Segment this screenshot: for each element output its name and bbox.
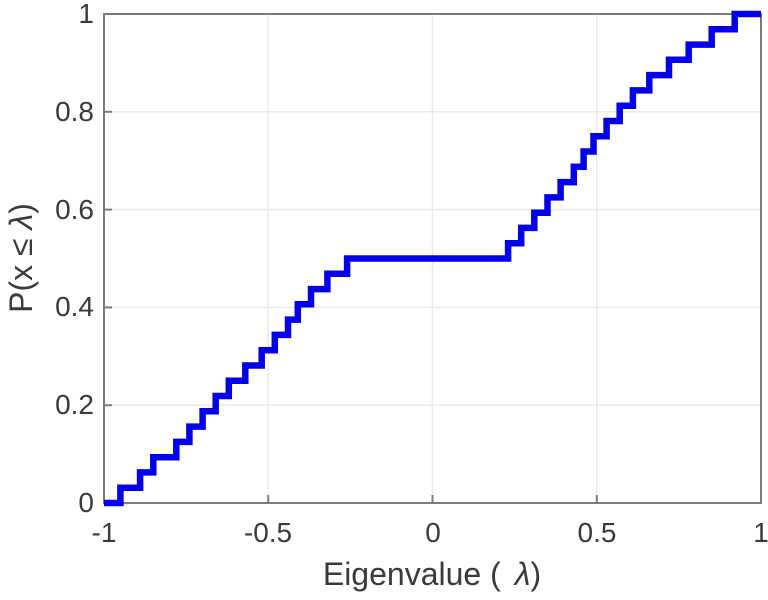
xtick-label-neg1: -1: [91, 517, 117, 548]
ytick-label-0: 0: [78, 487, 94, 518]
y-axis-label: P(x ≤ λ): [3, 108, 39, 408]
ytick-label-0.8: 0.8: [55, 96, 94, 127]
ecdf-step-line: [104, 10, 761, 507]
lambda-symbol: λ: [3, 213, 39, 230]
ytick-label-0.2: 0.2: [55, 389, 94, 420]
xtick-label-0: 0: [425, 517, 441, 548]
x-axis-label: Eigenvalue ( λ): [262, 556, 602, 592]
xtick-label-1: 1: [753, 517, 768, 548]
ytick-label-0.4: 0.4: [55, 291, 94, 322]
xtick-label-neg0.5: -0.5: [243, 517, 293, 548]
y-axis-label-text: P(x ≤: [3, 229, 39, 313]
ytick-label-0.6: 0.6: [55, 194, 94, 225]
x-axis-label-text: Eigenvalue (: [322, 556, 501, 592]
lambda-symbol: λ: [514, 556, 531, 592]
xtick-label-0.5: 0.5: [577, 517, 617, 548]
ytick-label-1: 1: [78, 0, 94, 29]
x-axis-label-suffix: ): [530, 556, 542, 592]
y-axis-label-suffix: ): [3, 203, 39, 214]
